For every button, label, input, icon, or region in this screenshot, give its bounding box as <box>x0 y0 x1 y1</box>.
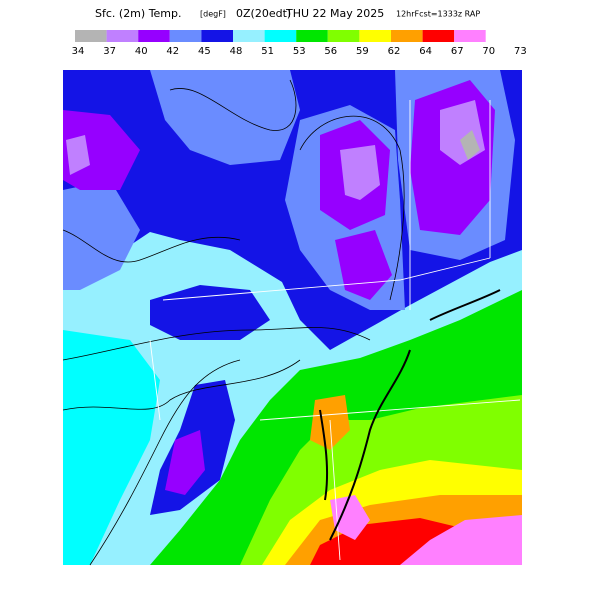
legend-swatch <box>454 30 486 42</box>
field <box>165 430 205 495</box>
legend-label: 64 <box>419 46 432 57</box>
legend: 34 37 40 42 45 48 51 53 56 59 62 64 67 70 73 <box>72 30 527 57</box>
legend-swatch <box>106 30 139 42</box>
field <box>63 180 140 290</box>
legend-swatch <box>75 30 107 42</box>
field <box>460 130 480 160</box>
legend-label: 37 <box>103 46 116 57</box>
legend-label: 53 <box>293 46 306 57</box>
contour <box>62 229 241 263</box>
forecast: 12hrFcst=1333z RAP <box>396 10 480 19</box>
units: [degF] <box>200 10 226 19</box>
contour <box>169 79 297 131</box>
legend-label: 48 <box>230 46 243 57</box>
field <box>400 515 522 565</box>
legend-label: 34 <box>72 46 85 57</box>
legend-label: 67 <box>451 46 464 57</box>
field <box>340 145 380 200</box>
init-time: 0Z(20edt) <box>236 7 291 20</box>
coastline <box>329 289 501 541</box>
state-border <box>149 100 521 561</box>
legend-swatch <box>233 30 265 42</box>
legend-label: 59 <box>356 46 369 57</box>
field <box>63 110 140 190</box>
field <box>150 70 300 165</box>
legend-swatch <box>138 30 170 42</box>
title: Sfc. (2m) Temp. [degF] 0Z(20edt) THU 22 … <box>95 7 480 20</box>
field <box>63 330 160 565</box>
valid-time: THU 22 May 2025 <box>285 7 384 20</box>
variable: Sfc. (2m) Temp. <box>95 7 182 20</box>
legend-label: 62 <box>388 46 401 57</box>
legend-swatch <box>169 30 202 42</box>
map <box>62 70 522 566</box>
field <box>330 495 370 540</box>
legend-label: 70 <box>482 46 495 57</box>
legend-label: 73 <box>514 46 527 57</box>
field <box>335 230 392 300</box>
field <box>66 135 90 175</box>
legend-swatch <box>485 30 518 42</box>
legend-swatch <box>391 30 423 42</box>
legend-label: 45 <box>198 46 211 57</box>
legend-swatch <box>296 30 328 42</box>
contour <box>299 115 405 301</box>
legend-label: 40 <box>135 46 148 57</box>
contour <box>62 359 301 411</box>
coastline <box>319 409 329 501</box>
legend-swatch <box>422 30 455 42</box>
legend-swatch <box>359 30 391 42</box>
contour <box>89 359 241 566</box>
legend-label: 51 <box>261 46 274 57</box>
legend-swatch <box>327 30 360 42</box>
legend-label: 56 <box>324 46 337 57</box>
contour <box>62 327 371 361</box>
legend-label: 42 <box>166 46 179 57</box>
legend-swatch <box>201 30 233 42</box>
legend-swatch <box>264 30 297 42</box>
